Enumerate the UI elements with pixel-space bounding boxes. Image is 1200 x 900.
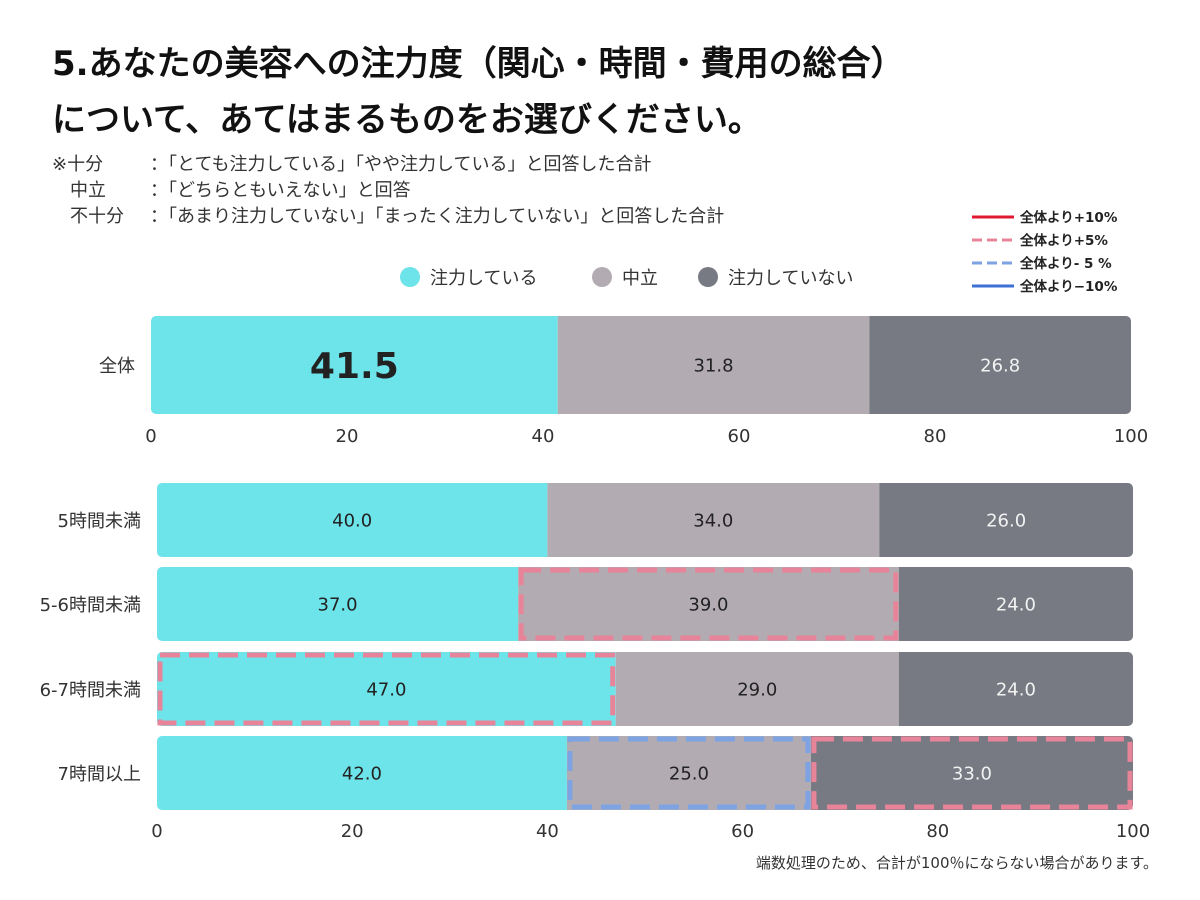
bar-segment-3 [898, 567, 1133, 641]
note-neutral: 中立 ：「どちらともいえない」と回答 [52, 178, 724, 204]
bar-segment-3 [810, 736, 1133, 810]
bar-row: 5-6時間未満 37.0 39.0 24.0 [40, 567, 1133, 641]
bar-segment-2 [518, 567, 899, 641]
category-label: 5時間未満 [58, 511, 141, 532]
highlight-legend-label-4: 全体より−10% [1019, 278, 1118, 295]
data-label-2: 34.0 [693, 510, 733, 531]
series-legend: 注力している 中立 注力していない [400, 267, 853, 289]
bar-row: 7時間以上 42.0 25.0 33.0 [58, 736, 1133, 810]
data-label-1: 41.5 [310, 346, 399, 387]
data-label-2: 25.0 [669, 763, 709, 784]
bar-segment-1 [157, 483, 548, 557]
chart-title-line-2: について、あてはまるものをお選びください。 [52, 100, 762, 140]
data-label-3: 33.0 [952, 763, 992, 784]
bar-segment-2 [615, 652, 899, 726]
bar-segment-1 [157, 567, 519, 641]
bar-row: 6-7時間未満 47.0 29.0 24.0 [40, 652, 1133, 726]
legend-label-1: 注力している [430, 268, 537, 289]
highlight-legend-label-2: 全体より+5% [1019, 232, 1108, 249]
highlight-outline-minus5 [567, 736, 811, 810]
legend-label-2: 中立 [622, 268, 658, 289]
bar-segment-3 [879, 483, 1133, 557]
category-label: 7時間以上 [58, 764, 141, 785]
data-label-3: 24.0 [996, 679, 1036, 700]
bar-segment-2 [566, 736, 811, 810]
note-term: 中立 [70, 180, 106, 201]
x-tick-label: 60 [731, 821, 754, 842]
x-tick-label: 80 [924, 426, 947, 447]
x-tick-label: 100 [1114, 426, 1148, 447]
note-term: ※十分 [52, 154, 104, 175]
x-tick-label: 60 [728, 426, 751, 447]
highlight-outline-plus5 [811, 736, 1133, 810]
note-sufficient: ※十分 ：「とても注力している」「やや注力している」と回答した合計 [52, 152, 724, 178]
bar-row: 5時間未満 40.0 34.0 26.0 [58, 483, 1133, 557]
x-tick-label: 20 [341, 821, 364, 842]
x-axis: 0 20 40 60 80 100 [145, 426, 1148, 447]
bar-segment-1 [157, 652, 616, 726]
x-tick-label: 20 [336, 426, 359, 447]
highlight-legend: 全体より+10% 全体より+5% 全体より- 5 % 全体より−10% [972, 209, 1118, 295]
x-axis: 0 20 40 60 80 100 [151, 821, 1150, 842]
bar-segment-3 [898, 652, 1133, 726]
highlight-outline-plus5 [518, 567, 899, 641]
x-tick-label: 0 [151, 821, 162, 842]
chart-panel-2: 5時間未満 40.0 34.0 26.05-6時間未満 37.0 39.0 24.06-7時… [40, 483, 1150, 842]
data-label-1: 40.0 [332, 510, 372, 531]
data-label-2: 31.8 [693, 355, 733, 376]
x-tick-label: 40 [532, 426, 555, 447]
note-insufficient: 不十分 ：「あまり注力していない」「まったく注力していない」と回答した合計 [52, 204, 724, 230]
bar-segment-3 [869, 316, 1131, 414]
legend-swatch-3 [698, 267, 718, 287]
footnote: 端数処理のため、合計が100％にならない場合があります。 [755, 854, 1158, 872]
data-label-1: 37.0 [318, 594, 358, 615]
x-tick-label: 100 [1116, 821, 1150, 842]
bar-segment-1 [157, 736, 567, 810]
highlight-legend-label-3: 全体より- 5 % [1019, 255, 1112, 272]
note-desc: ：「あまり注力していない」「まったく注力していない」と回答した合計 [150, 206, 725, 227]
data-label-1: 42.0 [342, 763, 382, 784]
x-tick-label: 40 [536, 821, 559, 842]
chart-title-line-1: 5.あなたの美容への注力度（関心・時間・費用の総合） [52, 44, 905, 84]
data-label-3: 26.0 [986, 510, 1026, 531]
note-desc: ：「とても注力している」「やや注力している」と回答した合計 [150, 154, 652, 175]
legend-swatch-2 [592, 267, 612, 287]
note-desc: ：「どちらともいえない」と回答 [150, 180, 411, 201]
category-label: 5-6時間未満 [40, 595, 141, 616]
bar-segment-2 [557, 316, 870, 414]
category-label: 全体 [99, 356, 135, 377]
bar-row: 全体 41.5 31.8 26.8 [99, 316, 1131, 414]
chart-panel-1: 全体 41.5 31.8 26.8 0 20 40 60 80 100 [99, 316, 1148, 447]
data-label-3: 24.0 [996, 594, 1036, 615]
legend-swatch-1 [400, 267, 420, 287]
definition-notes: ※十分 ：「とても注力している」「やや注力している」と回答した合計 中立 ：「どちら… [52, 152, 724, 230]
chart-title: 5.あなたの美容への注力度（関心・時間・費用の総合） について、あてはまるものを… [52, 36, 1172, 148]
x-tick-label: 80 [926, 821, 949, 842]
bar-segment-2 [547, 483, 880, 557]
data-label-2: 39.0 [688, 594, 728, 615]
data-label-2: 29.0 [737, 679, 777, 700]
category-label: 6-7時間未満 [40, 680, 141, 701]
note-term: 不十分 [70, 206, 124, 227]
x-tick-label: 0 [145, 426, 156, 447]
highlight-legend-label-1: 全体より+10% [1019, 209, 1118, 226]
data-label-3: 26.8 [980, 355, 1020, 376]
bar-segment-1 [151, 316, 558, 414]
data-label-1: 47.0 [366, 679, 406, 700]
legend-label-3: 注力していない [728, 268, 853, 289]
